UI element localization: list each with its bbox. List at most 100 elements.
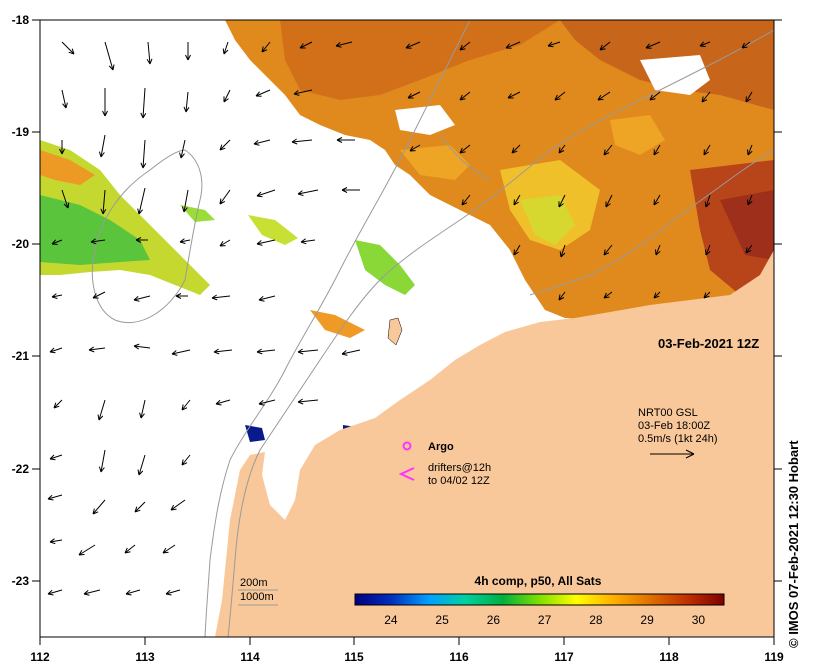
colorbar-tick-label: 25 [435, 613, 449, 627]
current-arrow [139, 399, 146, 419]
current-legend-line2: 03-Feb 18:00Z [638, 420, 710, 432]
current-arrow [88, 346, 106, 353]
current-arrow [219, 139, 231, 151]
current-arrow [51, 239, 63, 245]
current-arrow [125, 589, 141, 596]
current-arrow [140, 139, 147, 169]
current-arrow [49, 538, 63, 545]
isobath-label-200m: 200m [240, 577, 268, 589]
current-arrow [179, 238, 191, 244]
argo-marker-icon [402, 441, 412, 451]
current-arrow [49, 347, 63, 354]
current-arrow [256, 348, 276, 355]
current-arrow [705, 244, 711, 256]
current-arrow [297, 398, 319, 405]
colorbar-tick-label: 30 [692, 613, 706, 627]
current-arrow [703, 144, 711, 156]
current-arrow [97, 399, 106, 421]
current-scale-arrow [650, 449, 695, 459]
current-arrow [47, 494, 63, 501]
current-arrow [223, 89, 231, 103]
colorbar-tick-label: 29 [640, 613, 654, 627]
current-arrow [83, 589, 101, 596]
current-arrow [98, 449, 106, 473]
drifter-marker-icon [398, 467, 415, 481]
current-arrow [133, 295, 151, 302]
current-arrow [704, 194, 711, 208]
current-arrow [511, 144, 521, 154]
current-arrow [558, 291, 566, 301]
current-arrow [558, 144, 566, 154]
current-arrow [124, 544, 136, 554]
current-arrow [703, 291, 711, 299]
current-arrow [137, 454, 146, 476]
current-arrow [653, 291, 661, 299]
axis-ticks [32, 19, 782, 645]
current-arrow [92, 291, 106, 299]
current-arrow [61, 189, 70, 209]
current-arrow [653, 144, 661, 156]
current-arrow [104, 41, 115, 71]
current-arrow [100, 189, 107, 215]
island [387, 317, 403, 346]
current-arrow [179, 139, 186, 159]
current-arrow [547, 41, 561, 48]
current-arrow [78, 544, 96, 556]
current-arrow [162, 544, 176, 554]
current-arrow [741, 41, 751, 49]
colorbar-tick-label: 26 [487, 613, 501, 627]
current-arrow [405, 41, 421, 49]
current-arrow [171, 349, 191, 356]
current-arrow [597, 91, 611, 101]
current-arrow [258, 295, 276, 302]
current-arrow [137, 187, 146, 215]
current-arrow [61, 41, 75, 55]
current-legend-line1: NRT00 GSL [638, 407, 698, 419]
current-arrow [219, 239, 231, 247]
current-arrow [59, 140, 65, 155]
current-arrow [49, 454, 63, 461]
isobath-label-1000m: 1000m [240, 591, 274, 603]
colorbar [354, 593, 725, 606]
current-arrow [655, 244, 661, 256]
current-arrow [745, 244, 753, 254]
current-arrow [255, 89, 271, 97]
plot-frame [39, 19, 775, 638]
x-tick-label: 118 [659, 650, 679, 664]
current-arrow [459, 91, 471, 101]
current-arrow [183, 91, 190, 113]
current-arrow [513, 194, 521, 206]
current-arrow [53, 399, 63, 409]
current-arrow [90, 238, 106, 245]
current-arrow [459, 41, 471, 51]
current-arrow [219, 189, 231, 205]
current-arrow [213, 348, 233, 355]
current-arrow [559, 244, 566, 258]
current-arrow [747, 194, 753, 206]
current-arrow [409, 144, 421, 152]
current-arrow [649, 91, 661, 101]
current-arrow [645, 41, 661, 49]
current-arrow [51, 293, 63, 299]
colorbar-tick-label: 24 [384, 613, 398, 627]
current-arrow [297, 189, 319, 196]
colorbar-ticks: 24 25 26 27 28 29 30 [384, 613, 705, 627]
sst-field-cool [40, 140, 415, 442]
x-tick-label: 115 [344, 650, 364, 664]
credit-text: © IMOS 07-Feb-2021 12:30 Hobart [786, 440, 801, 648]
y-tick-label: -23 [12, 574, 30, 588]
current-arrow [505, 41, 521, 49]
current-arrow [513, 244, 521, 256]
current-arrow [336, 137, 355, 143]
y-tick-label: -22 [12, 462, 30, 476]
current-arrow [297, 348, 319, 355]
current-arrow [558, 194, 566, 208]
current-arrow [293, 89, 313, 96]
current-arrow [92, 499, 106, 515]
current-arrow [140, 87, 147, 119]
y-tick-label: -21 [12, 349, 30, 363]
colorbar-tick-label: 28 [589, 613, 603, 627]
current-arrow [507, 91, 521, 99]
current-arrow [181, 189, 189, 213]
colorbar-title: 4h comp, p50, All Sats [475, 574, 602, 588]
